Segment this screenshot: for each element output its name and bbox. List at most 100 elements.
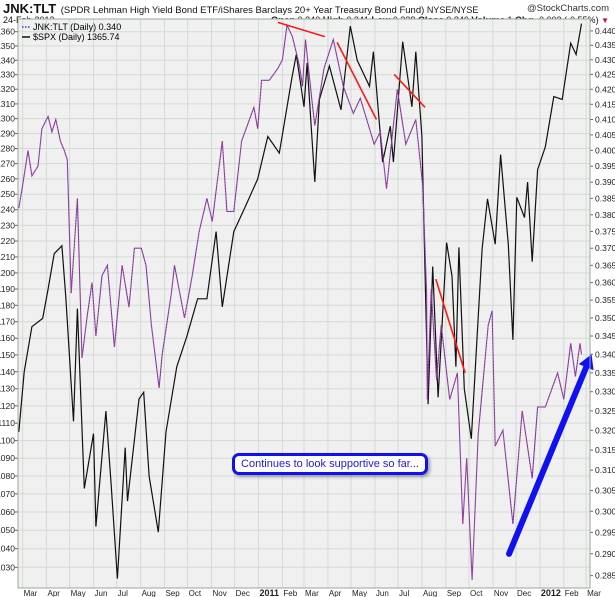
x-tick-label: Mar	[587, 589, 601, 597]
arrow-shaft	[506, 364, 590, 557]
x-tick-label: Apr	[48, 589, 61, 597]
y-left-tick-label: 1130	[0, 384, 15, 394]
legend: JNK:TLT (Daily) 0.340 $SPX (Daily) 1365.…	[22, 22, 121, 42]
y-right-tick-label: 0.350	[595, 313, 615, 323]
y-left-tick-label: 1040	[0, 544, 15, 554]
x-tick-label: Feb	[283, 589, 297, 597]
x-tick-label: May	[352, 589, 367, 597]
x-tick-label: Jul	[118, 589, 128, 597]
symbol: JNK:TLT	[3, 1, 57, 16]
y-left-tick-label: 1280	[0, 144, 15, 154]
y-right-tick-label: 0.320	[595, 425, 615, 435]
y-right-tick-label: 0.390	[595, 177, 615, 187]
y-right-tick-label: 0.435	[595, 40, 615, 50]
x-tick-label: Nov	[212, 589, 226, 597]
trend-line	[277, 21, 326, 38]
y-right-tick-label: 0.410	[595, 114, 615, 124]
axes: 1030 1040 1050 1060 1070 1080 1090 1100 1110 1120…	[0, 18, 615, 597]
y-left-tick-label: 1060	[0, 507, 15, 517]
y-right-tick-label: 0.425	[595, 69, 615, 79]
y-right-tick-label: 0.400	[595, 145, 615, 155]
y-right-tick-label: 0.380	[595, 210, 615, 220]
y-right-tick-label: 0.345	[595, 331, 615, 341]
trend-line	[435, 278, 466, 374]
y-left-tick-label: 1220	[0, 236, 15, 246]
x-tick-label: Mar	[305, 589, 319, 597]
y-left-tick-label: 1100	[0, 436, 15, 446]
annotation-callout: Continues to look supportive so far...	[232, 453, 428, 475]
y-right-tick-label: 0.375	[595, 226, 615, 236]
x-tick-label: Oct	[470, 589, 483, 597]
legend-spx: $SPX (Daily) 1365.74	[33, 32, 120, 42]
y-left-tick-label: 1180	[0, 300, 15, 310]
y-left-tick-label: 1160	[0, 333, 15, 343]
y-right-tick-label: 0.335	[595, 368, 615, 378]
plot-border	[17, 18, 591, 589]
y-right-tick-label: 0.415	[595, 99, 615, 109]
y-right-tick-label: 0.295	[595, 527, 615, 537]
y-left-tick-label: 1230	[0, 220, 15, 230]
trend-line	[336, 42, 378, 120]
y-right-tick-label: 0.420	[595, 84, 615, 94]
y-left-tick-label: 1090	[0, 453, 15, 463]
x-tick-label: Sep	[165, 589, 180, 597]
y-right-tick-label: 0.365	[595, 260, 615, 270]
y-left-tick-label: 1030	[0, 562, 15, 572]
series-layer	[18, 23, 583, 581]
y-left-tick-label: 1360	[0, 27, 15, 37]
y-left-tick-label: 1140	[0, 367, 15, 377]
y-left-tick-label: 1120	[0, 401, 15, 411]
y-left-tick-label: 1270	[0, 159, 15, 169]
y-right-tick-label: 0.305	[595, 486, 615, 496]
y-left-tick-label: 1150	[0, 350, 15, 360]
y-left-tick-label: 1300	[0, 114, 15, 124]
y-right-tick-label: 0.300	[595, 506, 615, 516]
y-left-tick-label: 1310	[0, 99, 15, 109]
y-left-tick-label: 1070	[0, 489, 15, 499]
x-tick-label: Jul	[399, 589, 409, 597]
chart-title: JNK:TLT (SPDR Lehman High Yield Bond ETF…	[3, 1, 478, 16]
x-tick-label: 2011	[260, 588, 280, 597]
y-right-tick-label: 0.370	[595, 243, 615, 253]
y-left-tick-label: 1330	[0, 70, 15, 80]
y-left-tick-label: 1050	[0, 525, 15, 535]
x-tick-label: Oct	[189, 589, 202, 597]
y-left-tick-label: 1170	[0, 317, 15, 327]
x-tick-label: Feb	[565, 589, 579, 597]
y-right-tick-label: 0.340	[595, 349, 615, 359]
y-right-tick-label: 0.315	[595, 445, 615, 455]
y-right-tick-label: 0.395	[595, 161, 615, 171]
x-tick-label: Sep	[447, 589, 462, 597]
y-left-tick-label: 1290	[0, 129, 15, 139]
x-tick-label: Apr	[329, 589, 342, 597]
x-tick-label: Dec	[236, 589, 250, 597]
exchange: NYSE/NYSE	[426, 5, 479, 15]
y-left-tick-label: 1340	[0, 55, 15, 65]
x-tick-label: Aug	[423, 589, 437, 597]
description: (SPDR Lehman High Yield Bond ETF/iShares…	[60, 5, 425, 16]
y-right-tick-label: 0.430	[595, 55, 615, 65]
y-left-tick-label: 1210	[0, 252, 15, 262]
trend-line	[393, 73, 426, 108]
y-left-tick-label: 1110	[0, 418, 15, 428]
x-tick-label: Mar	[24, 589, 38, 597]
y-right-tick-label: 0.290	[595, 549, 615, 559]
y-left-tick-label: 1320	[0, 84, 15, 94]
y-left-tick-label: 1080	[0, 471, 15, 481]
triangle-down-icon: ▼	[601, 16, 609, 25]
x-tick-label: Nov	[494, 589, 508, 597]
y-right-tick-label: 0.385	[595, 193, 615, 203]
x-tick-label: Dec	[517, 589, 531, 597]
x-tick-label: Jun	[376, 589, 389, 597]
x-tick-label: 2012	[541, 588, 561, 597]
x-tick-label: Aug	[142, 589, 156, 597]
y-right-tick-label: 0.310	[595, 465, 615, 475]
y-left-tick-label: 1240	[0, 205, 15, 215]
ratio-line-red	[18, 23, 583, 581]
y-left-tick-label: 1190	[0, 284, 15, 294]
x-tick-label: May	[71, 589, 86, 597]
y-right-tick-label: 0.330	[595, 387, 615, 397]
brand-watermark: @StockCharts.com	[527, 3, 609, 14]
y-left-tick-label: 1350	[0, 41, 15, 51]
